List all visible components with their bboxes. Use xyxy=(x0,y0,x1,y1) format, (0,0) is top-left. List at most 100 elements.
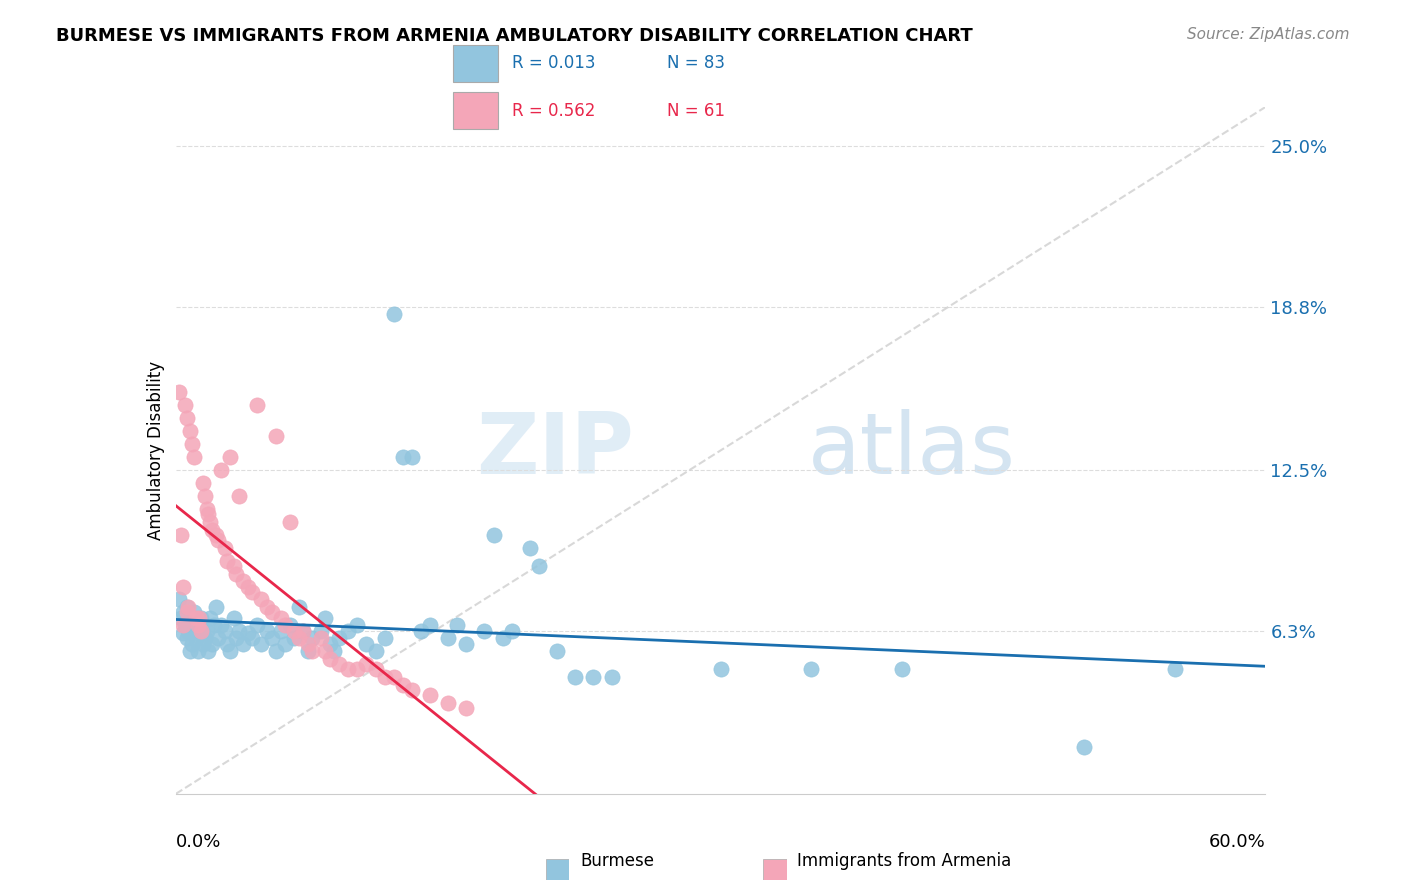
Point xyxy=(501,624,523,638)
Point xyxy=(183,450,205,464)
Point xyxy=(169,592,191,607)
Point xyxy=(219,644,242,658)
Point xyxy=(186,644,209,658)
Point xyxy=(170,527,193,541)
Point xyxy=(582,670,605,684)
Point xyxy=(228,624,250,638)
Point xyxy=(188,624,211,638)
Bar xyxy=(453,45,498,82)
Point xyxy=(240,632,263,646)
Point xyxy=(260,632,283,646)
Point xyxy=(401,683,423,698)
Point xyxy=(176,600,198,615)
Point xyxy=(274,618,297,632)
Point xyxy=(564,670,586,684)
Point xyxy=(1163,663,1185,677)
Point xyxy=(297,644,319,658)
Point xyxy=(173,398,195,412)
Point xyxy=(1073,740,1095,755)
Point xyxy=(600,670,623,684)
Point xyxy=(225,632,247,646)
Point xyxy=(246,398,269,412)
Point xyxy=(190,610,212,624)
Point xyxy=(202,618,225,632)
Text: Burmese: Burmese xyxy=(581,852,655,870)
Point xyxy=(346,618,368,632)
Point xyxy=(215,553,238,567)
Text: Immigrants from Armenia: Immigrants from Armenia xyxy=(797,852,1011,870)
Point xyxy=(228,489,250,503)
Point xyxy=(222,610,245,624)
Point xyxy=(356,636,378,650)
Point xyxy=(291,624,314,638)
Point xyxy=(319,636,342,650)
Point xyxy=(222,558,245,573)
Point xyxy=(278,618,301,632)
Point xyxy=(364,663,387,677)
Point xyxy=(314,610,336,624)
Point xyxy=(328,657,350,672)
Point xyxy=(238,580,260,594)
Point xyxy=(382,670,405,684)
Point xyxy=(207,533,229,547)
Point xyxy=(232,574,254,589)
Point xyxy=(204,527,226,541)
Point xyxy=(209,618,232,632)
Point xyxy=(179,644,201,658)
Point xyxy=(200,610,222,624)
Point xyxy=(191,626,214,640)
Point xyxy=(177,600,200,615)
Point xyxy=(200,515,222,529)
Point xyxy=(172,626,194,640)
Point xyxy=(250,592,273,607)
Point xyxy=(456,636,478,650)
Point xyxy=(179,424,201,438)
Point xyxy=(194,489,217,503)
Point xyxy=(204,600,226,615)
Point xyxy=(382,307,405,321)
Point xyxy=(419,689,441,703)
Text: N = 61: N = 61 xyxy=(666,102,725,120)
Point xyxy=(891,663,914,677)
Point xyxy=(190,624,212,638)
Point xyxy=(374,632,396,646)
Point xyxy=(409,624,432,638)
Point xyxy=(256,600,278,615)
Point xyxy=(546,644,568,658)
Text: N = 83: N = 83 xyxy=(666,54,725,72)
Point xyxy=(264,429,287,443)
Y-axis label: Ambulatory Disability: Ambulatory Disability xyxy=(146,361,165,540)
Text: R = 0.562: R = 0.562 xyxy=(512,102,595,120)
Point xyxy=(219,450,242,464)
Point xyxy=(710,663,733,677)
Point xyxy=(446,618,468,632)
Point xyxy=(186,618,209,632)
Point xyxy=(191,475,214,490)
Point xyxy=(356,657,378,672)
Point xyxy=(337,663,360,677)
Point xyxy=(474,624,496,638)
Point xyxy=(232,636,254,650)
Point xyxy=(184,632,207,646)
Point xyxy=(437,632,460,646)
Point xyxy=(278,515,301,529)
Point xyxy=(274,636,297,650)
Point xyxy=(391,450,413,464)
Point xyxy=(391,678,413,692)
Point xyxy=(319,652,342,666)
Point xyxy=(297,636,319,650)
Point xyxy=(270,610,292,624)
Point xyxy=(176,606,198,620)
Point xyxy=(195,501,218,516)
Point xyxy=(201,523,224,537)
Point xyxy=(238,626,260,640)
Point xyxy=(309,624,332,638)
Point xyxy=(181,437,204,451)
Text: atlas: atlas xyxy=(807,409,1015,492)
Point xyxy=(188,610,211,624)
Point xyxy=(288,632,311,646)
Point xyxy=(256,624,278,638)
Point xyxy=(301,644,323,658)
Point xyxy=(183,606,205,620)
Point xyxy=(194,632,217,646)
